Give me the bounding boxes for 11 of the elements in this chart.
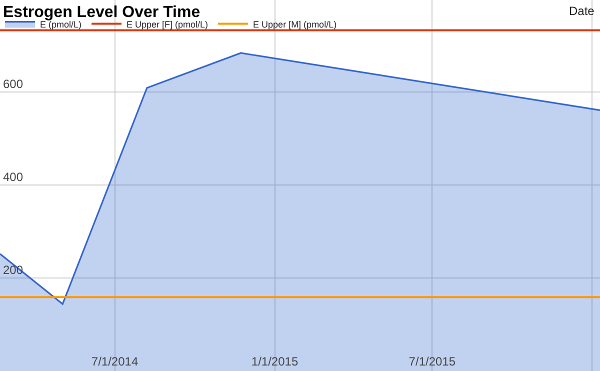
y-tick-label: 600 <box>3 76 24 91</box>
legend-label: E Upper [M] (pmol/L) <box>253 19 337 30</box>
x-tick-label: 7/1/2014 <box>91 354 138 369</box>
legend-label: E Upper [F] (pmol/L) <box>126 19 208 30</box>
x-tick-label: 1/1/2015 <box>251 354 298 369</box>
y-tick-label: 200 <box>3 262 24 277</box>
x-tick-label: 7/1/2015 <box>408 354 456 369</box>
y-tick-label: 400 <box>3 170 24 184</box>
chart-title: Estrogen Level Over Time <box>3 4 200 21</box>
x-axis-title: Date <box>569 4 595 18</box>
legend-label: E (pmol/L) <box>40 19 82 30</box>
